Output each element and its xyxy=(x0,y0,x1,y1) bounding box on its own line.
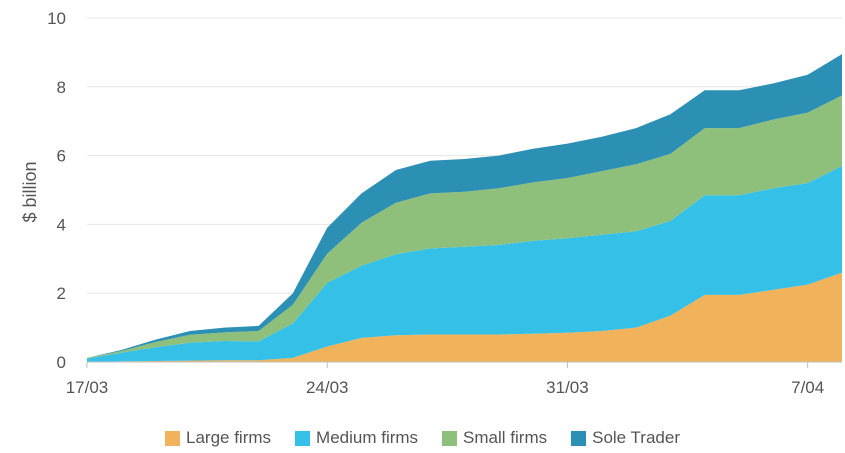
y-tick-label: 6 xyxy=(57,147,66,166)
legend-swatch xyxy=(165,431,180,446)
legend-label: Medium firms xyxy=(316,428,418,448)
x-tick-label: 24/03 xyxy=(306,378,349,397)
legend: Large firms Medium firms Small firms Sole T… xyxy=(0,426,845,450)
legend-item: Medium firms xyxy=(295,428,418,448)
legend-swatch xyxy=(442,431,457,446)
legend-label: Large firms xyxy=(186,428,271,448)
legend-item: Small firms xyxy=(442,428,547,448)
legend-label: Sole Trader xyxy=(592,428,680,448)
y-tick-label: 10 xyxy=(47,9,66,28)
y-tick-label: 2 xyxy=(57,284,66,303)
stacked-area-chart: 0 2 4 6 8 10 17/03 24/03 31/03 7/04 $ billion xyxy=(0,0,845,420)
areas xyxy=(87,54,842,362)
legend-label: Small firms xyxy=(463,428,547,448)
legend-swatch xyxy=(571,431,586,446)
y-tick-label: 0 xyxy=(57,353,66,372)
legend-swatch xyxy=(295,431,310,446)
x-tick-label: 7/04 xyxy=(791,378,824,397)
y-axis-title: $ billion xyxy=(20,161,40,222)
y-tick-label: 8 xyxy=(57,78,66,97)
legend-item: Large firms xyxy=(165,428,271,448)
y-tick-label: 4 xyxy=(57,215,66,234)
x-tick-label: 17/03 xyxy=(66,378,109,397)
legend-item: Sole Trader xyxy=(571,428,680,448)
x-tick-label: 31/03 xyxy=(546,378,589,397)
